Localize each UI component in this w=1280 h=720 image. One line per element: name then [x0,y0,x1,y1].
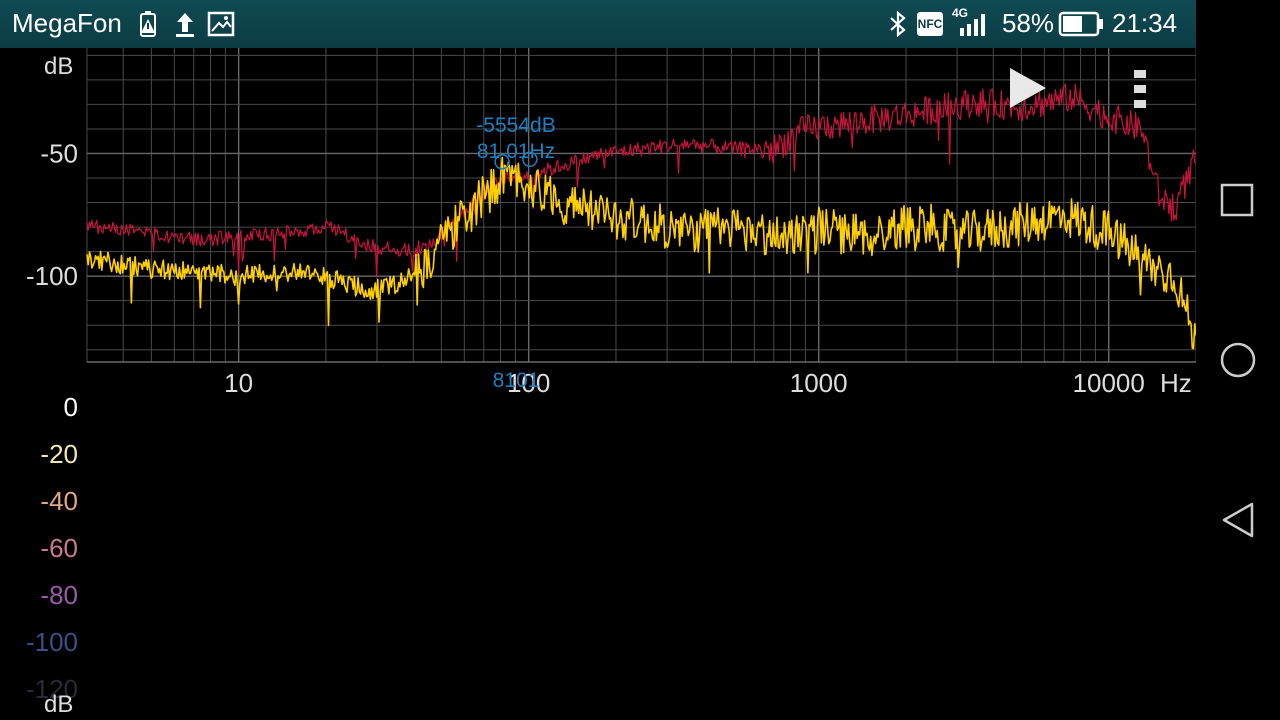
battery-fill [1063,16,1082,32]
overflow-menu-dot[interactable] [1134,85,1146,93]
x-tick-label: 1000 [790,368,848,398]
spectrum-chart[interactable]: -50 -100 10 100 1000 10000 -5554dB 81 01Hz 810… [0,48,1196,398]
bluetooth-icon [890,10,906,38]
x-tick-label: 100 [507,368,550,398]
peak-marker-axis-label: 8101 [493,369,540,392]
color-scale-label: 0 [64,392,78,422]
y-tick-label: -100 [26,261,78,291]
overflow-menu-button[interactable] [1134,70,1146,108]
play-icon[interactable] [1010,68,1046,108]
triangle-back-icon[interactable] [1222,502,1254,538]
x-axis-unit: Hz [1160,368,1192,398]
color-scale-label: -80 [40,580,78,610]
y-tick-label: -50 [40,138,78,168]
color-scale-unit: dB [44,691,73,718]
status-bar: MegaFon NFC 4G 58% 21:34 [0,0,1196,48]
battery-icon [1058,11,1103,37]
nfc-icon: NFC [917,12,943,36]
color-scale-label: -60 [40,533,78,563]
chart-grid [86,48,1196,363]
spectrum-line-yellow [86,156,1196,350]
signal-icon [960,14,985,36]
color-scale-label: -20 [40,439,78,469]
circle-icon[interactable] [1220,342,1256,378]
peak-marker-db-label: -5554dB [476,114,555,137]
overflow-menu-dot[interactable] [1134,100,1146,108]
peak-marker-circle [522,151,538,168]
recents-button[interactable] [1218,182,1258,218]
color-scale-label: -100 [26,627,78,657]
color-scale: 0 -20 -40 -60 -80 -100 -120 dB [26,392,78,718]
spectrum-line-red [86,83,1196,278]
back-button[interactable] [1218,500,1258,540]
x-tick-label: 10 [224,368,253,398]
play-button[interactable] [1010,68,1046,108]
color-scale-label: -120 [26,674,78,704]
color-scale-label: -40 [40,486,78,516]
screenshot-icon [207,11,235,37]
peak-marker-circle [494,154,510,170]
peak-markers: -5554dB 81 01Hz 8101 [476,114,555,392]
x-tick-label: 10000 [1073,368,1145,398]
square-icon[interactable] [1220,183,1254,217]
spectrum-series [86,83,1196,350]
upload-icon [176,13,194,37]
y-axis-ticks: -50 -100 [26,138,78,291]
navigation-bar [1196,0,1280,720]
carrier-name: MegaFon [12,8,122,38]
network-type-label: 4G [952,6,969,20]
battery-percent: 58% [1002,8,1055,38]
clock: 21:34 [1112,8,1178,38]
y-axis-unit: dB [44,53,73,80]
overflow-menu-icon[interactable] [1134,70,1146,78]
peak-marker-freq-label: 81 01Hz [477,140,555,163]
battery-saver-icon [140,11,156,37]
home-button[interactable] [1218,340,1258,380]
x-axis-ticks: 10 100 1000 10000 [224,368,1145,398]
